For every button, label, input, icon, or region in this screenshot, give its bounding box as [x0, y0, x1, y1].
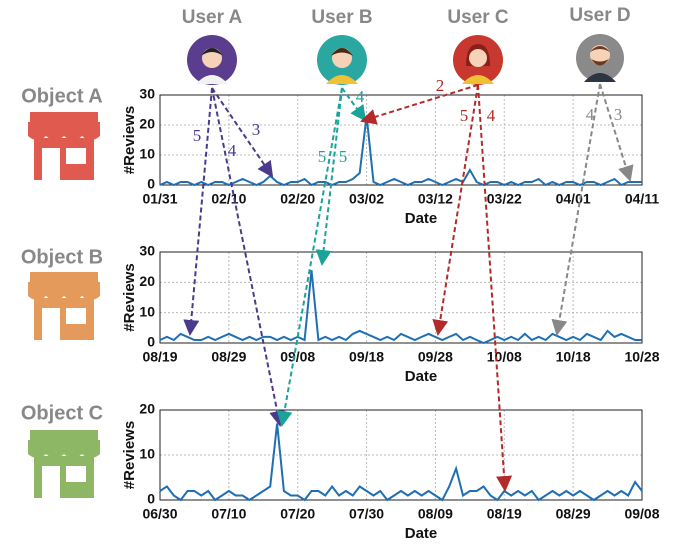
avatars — [187, 34, 624, 85]
x-tick-label: 09/08 — [280, 349, 315, 365]
rating-label: 4 — [356, 87, 365, 106]
y-tick-label: 0 — [147, 176, 155, 192]
y-tick-label: 0 — [147, 491, 155, 507]
avatar — [576, 34, 624, 82]
user-name: User D — [569, 5, 630, 26]
y-axis-label: #Reviews — [121, 263, 138, 331]
data-line — [160, 270, 642, 343]
avatar — [453, 35, 503, 85]
rating-label: 3 — [252, 120, 261, 139]
data-line — [160, 424, 642, 501]
store-icon — [28, 112, 100, 180]
y-tick-label: 30 — [139, 86, 155, 102]
x-tick-label: 10/18 — [556, 349, 591, 365]
y-tick-label: 10 — [139, 146, 155, 162]
y-tick-label: 10 — [139, 446, 155, 462]
y-tick-label: 20 — [139, 401, 155, 417]
x-axis-label: Date — [405, 210, 438, 227]
user-name: User C — [447, 7, 509, 28]
x-tick-label: 02/10 — [211, 191, 246, 207]
x-tick-label: 08/19 — [487, 506, 522, 522]
x-tick-label: 08/19 — [142, 349, 177, 365]
x-tick-label: 03/12 — [418, 191, 453, 207]
object-name: Object A — [21, 85, 103, 107]
rating-label: 3 — [614, 105, 623, 124]
figure: User A User B User C User D Object A Obj… — [0, 0, 675, 545]
rating-label: 2 — [436, 76, 445, 95]
y-axis-label: #Reviews — [121, 421, 138, 489]
x-tick-label: 08/29 — [556, 506, 591, 522]
rating-label: 4 — [228, 141, 237, 160]
x-tick-label: 01/31 — [142, 191, 177, 207]
rating-arrow — [478, 85, 505, 490]
y-tick-label: 30 — [139, 243, 155, 259]
x-tick-label: 08/09 — [418, 506, 453, 522]
x-axis-label: Date — [405, 368, 438, 385]
x-tick-label: 07/20 — [280, 506, 315, 522]
x-tick-label: 07/10 — [211, 506, 246, 522]
x-tick-label: 04/01 — [556, 191, 591, 207]
store-icon — [28, 272, 100, 340]
x-tick-label: 10/08 — [487, 349, 522, 365]
object-name: Object B — [21, 246, 103, 268]
x-tick-label: 09/08 — [624, 506, 659, 522]
y-tick-label: 20 — [139, 116, 155, 132]
object-name: Object C — [21, 402, 103, 424]
rating-label: 5 — [193, 126, 202, 145]
x-tick-label: 03/02 — [349, 191, 384, 207]
x-axis-label: Date — [405, 525, 438, 542]
rating-label: 5 — [339, 147, 348, 166]
store-icon — [28, 430, 100, 498]
rating-label: 5 — [318, 147, 327, 166]
rating-arrow — [282, 88, 342, 425]
x-tick-label: 07/30 — [349, 506, 384, 522]
x-tick-label: 06/30 — [142, 506, 177, 522]
y-axis-label: #Reviews — [121, 106, 138, 174]
rating-label: 4 — [487, 106, 496, 125]
user-name: User B — [311, 7, 372, 28]
x-tick-label: 10/28 — [624, 349, 659, 365]
x-tick-label: 02/20 — [280, 191, 315, 207]
stores — [28, 112, 100, 498]
rating-arrow — [438, 85, 478, 334]
x-tick-label: 09/28 — [418, 349, 453, 365]
x-tick-label: 03/22 — [487, 191, 522, 207]
rating-arrow — [322, 88, 342, 264]
rating-arrow — [600, 84, 630, 180]
y-tick-label: 20 — [139, 273, 155, 289]
rating-label: 4 — [586, 105, 595, 124]
rating-label: 5 — [460, 106, 469, 125]
x-tick-label: 04/11 — [625, 191, 659, 207]
x-tick-label: 08/29 — [211, 349, 246, 365]
avatar — [187, 35, 237, 85]
page: User A User B User C User D Object A Obj… — [0, 0, 675, 550]
y-tick-label: 10 — [139, 303, 155, 319]
user-name: User A — [182, 7, 243, 28]
avatar — [317, 35, 367, 85]
x-tick-label: 09/18 — [349, 349, 384, 365]
y-tick-label: 0 — [147, 334, 155, 350]
